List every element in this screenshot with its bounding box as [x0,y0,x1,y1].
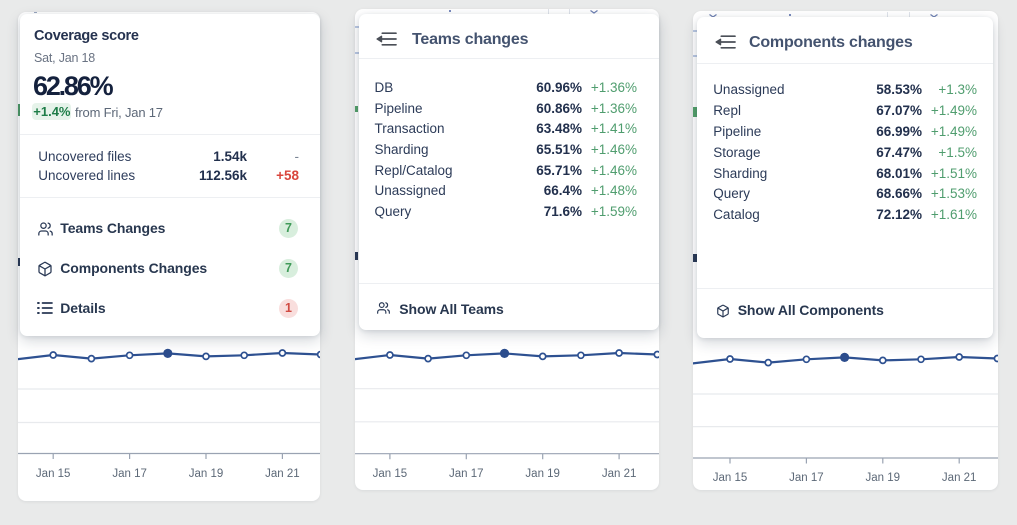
svg-text:Jan 17: Jan 17 [789,472,824,484]
svg-text:Jan 19: Jan 19 [525,468,560,480]
svg-text:Jan 15: Jan 15 [373,468,408,480]
svg-text:Jan 21: Jan 21 [602,468,637,480]
svg-text:Jan 19: Jan 19 [866,472,901,484]
svg-text:Jan 19: Jan 19 [189,468,224,480]
svg-text:Jan 21: Jan 21 [942,472,977,484]
svg-text:Jan 21: Jan 21 [265,468,300,480]
svg-text:Jan 17: Jan 17 [112,468,147,480]
svg-text:Jan 15: Jan 15 [713,472,748,484]
svg-text:Jan 15: Jan 15 [36,468,71,480]
svg-text:Jan 17: Jan 17 [449,468,484,480]
